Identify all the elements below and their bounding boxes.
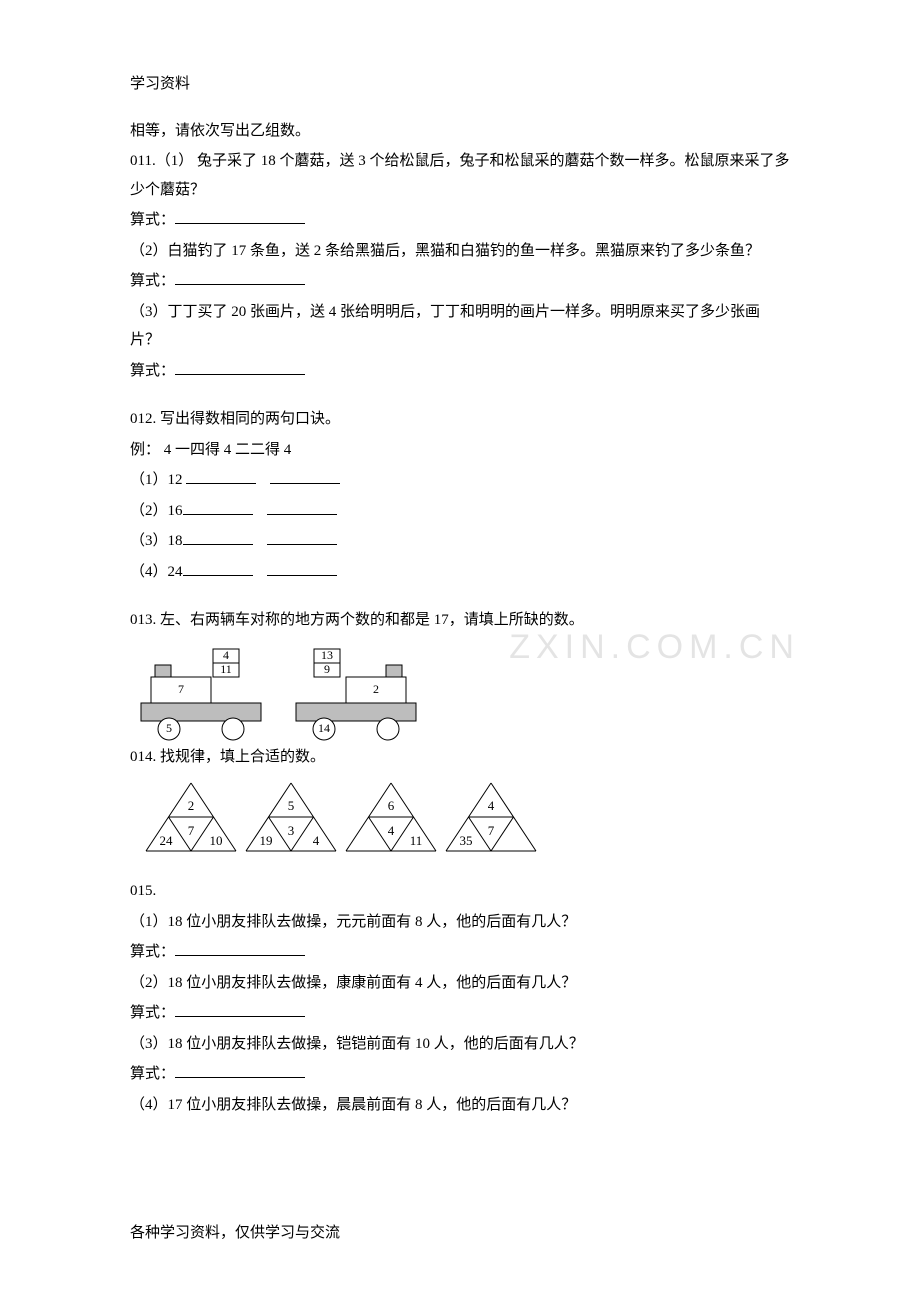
blank-input[interactable] bbox=[183, 561, 253, 576]
q015-label: 015. bbox=[130, 877, 790, 906]
svg-text:3: 3 bbox=[288, 823, 295, 838]
svg-text:7: 7 bbox=[178, 681, 184, 695]
q015-p1-formula: 算式： bbox=[130, 938, 790, 967]
blank-input[interactable] bbox=[270, 469, 340, 484]
page-header: 学习资料 bbox=[130, 70, 790, 99]
blank-input[interactable] bbox=[175, 209, 305, 224]
blank-input[interactable] bbox=[183, 530, 253, 545]
svg-text:7: 7 bbox=[188, 823, 195, 838]
blank-input[interactable] bbox=[186, 469, 256, 484]
svg-text:11: 11 bbox=[410, 833, 423, 848]
q011-p1-formula: 算式： bbox=[130, 206, 790, 235]
q012-row4: （4）24 bbox=[130, 558, 790, 587]
svg-text:14: 14 bbox=[318, 720, 330, 734]
blank-input[interactable] bbox=[175, 1063, 305, 1078]
svg-text:19: 19 bbox=[260, 833, 273, 848]
blank-input[interactable] bbox=[175, 941, 305, 956]
q012-row2: （2）16 bbox=[130, 497, 790, 526]
svg-text:5: 5 bbox=[288, 798, 295, 813]
svg-text:7: 7 bbox=[488, 823, 495, 838]
q011-p2-formula: 算式： bbox=[130, 267, 790, 296]
blank-input[interactable] bbox=[175, 1002, 305, 1017]
svg-text:6: 6 bbox=[388, 798, 395, 813]
blank-input[interactable] bbox=[183, 500, 253, 515]
svg-text:35: 35 bbox=[460, 833, 473, 848]
q015-p3-formula: 算式： bbox=[130, 1060, 790, 1089]
q015-p3: （3）18 位小朋友排队去做操，铠铠前面有 10 人，他的后面有几人？ bbox=[130, 1030, 790, 1059]
svg-text:4: 4 bbox=[488, 798, 495, 813]
q014-figure: 2 7 24 10 5 3 19 4 6 4 11 4 7 35 bbox=[136, 777, 790, 857]
q013-figure: 7 114 5 2 913 14 bbox=[136, 641, 790, 741]
q015-p2-formula: 算式： bbox=[130, 999, 790, 1028]
blank-input[interactable] bbox=[175, 270, 305, 285]
svg-text:5: 5 bbox=[166, 720, 172, 734]
q015-p1: （1）18 位小朋友排队去做操，元元前面有 8 人，他的后面有几人？ bbox=[130, 908, 790, 937]
q011-p2-n: （2） bbox=[130, 243, 168, 259]
blank-input[interactable] bbox=[267, 500, 337, 515]
svg-text:2: 2 bbox=[373, 681, 379, 695]
q011-part3: （3）丁丁买了 20 张画片，送 4 张给明明后，丁丁和明明的画片一样多。明明原… bbox=[130, 298, 790, 355]
page-footer: 各种学习资料，仅供学习与交流 bbox=[130, 1219, 340, 1248]
q015-p2: （2）18 位小朋友排队去做操，康康前面有 4 人，他的后面有几人？ bbox=[130, 969, 790, 998]
q013-title: 013. 左、右两辆车对称的地方两个数的和都是 17，请填上所缺的数。 bbox=[130, 606, 790, 635]
svg-text:4: 4 bbox=[388, 823, 395, 838]
svg-text:13: 13 bbox=[321, 647, 333, 661]
q011-p3-formula: 算式： bbox=[130, 357, 790, 386]
q012-row3: （3）18 bbox=[130, 527, 790, 556]
svg-text:9: 9 bbox=[324, 661, 330, 675]
q012-title: 012. 写出得数相同的两句口诀。 bbox=[130, 405, 790, 434]
q011-part1: 011.（1） 兔子采了 18 个蘑菇，送 3 个给松鼠后，兔子和松鼠采的蘑菇个… bbox=[130, 147, 790, 204]
q011-label: 011. bbox=[130, 153, 156, 169]
q014-title: 014. 找规律，填上合适的数。 bbox=[130, 743, 790, 772]
svg-text:4: 4 bbox=[313, 833, 320, 848]
svg-text:11: 11 bbox=[220, 661, 232, 675]
blank-input[interactable] bbox=[267, 530, 337, 545]
q015-p4: （4）17 位小朋友排队去做操，晨晨前面有 8 人，他的后面有几人？ bbox=[130, 1091, 790, 1120]
prev-tail: 相等，请依次写出乙组数。 bbox=[130, 117, 790, 146]
svg-text:10: 10 bbox=[210, 833, 223, 848]
q011-p3-n: （3） bbox=[130, 304, 168, 320]
q011-part2: （2）白猫钓了 17 条鱼，送 2 条给黑猫后，黑猫和白猫钓的鱼一样多。黑猫原来… bbox=[130, 237, 790, 266]
svg-text:24: 24 bbox=[160, 833, 174, 848]
blank-input[interactable] bbox=[267, 561, 337, 576]
q012-example: 例： 4 一四得 4 二二得 4 bbox=[130, 436, 790, 465]
svg-text:4: 4 bbox=[223, 647, 229, 661]
svg-text:2: 2 bbox=[188, 798, 195, 813]
q012-row1: （1）12 bbox=[130, 466, 790, 495]
blank-input[interactable] bbox=[175, 360, 305, 375]
q011-p1-n: （1） bbox=[156, 153, 194, 169]
